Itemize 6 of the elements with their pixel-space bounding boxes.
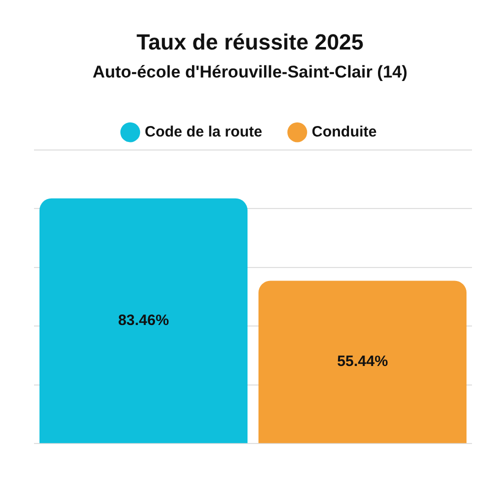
legend-label: Code de la route [144,123,262,140]
chart-title: Taux de réussite 2025 [136,29,364,54]
legend-label: Conduite [312,123,377,140]
data-label: 83.46% [118,312,169,329]
chart-subtitle: Auto-école d'Hérouville-Saint-Clair (14) [92,62,408,82]
data-label: 55.44% [337,353,388,370]
